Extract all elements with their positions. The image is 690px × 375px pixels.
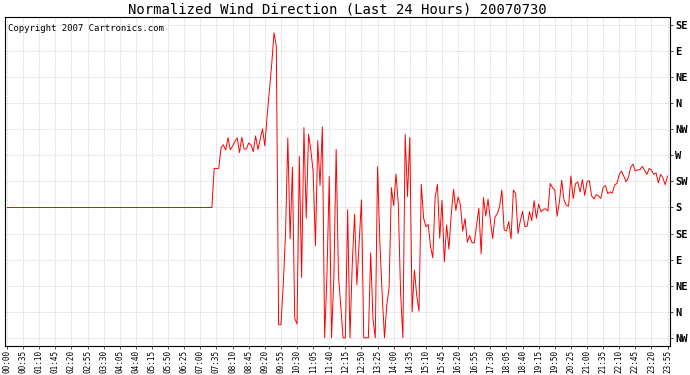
Title: Normalized Wind Direction (Last 24 Hours) 20070730: Normalized Wind Direction (Last 24 Hours…: [128, 2, 546, 16]
Text: Copyright 2007 Cartronics.com: Copyright 2007 Cartronics.com: [8, 24, 164, 33]
